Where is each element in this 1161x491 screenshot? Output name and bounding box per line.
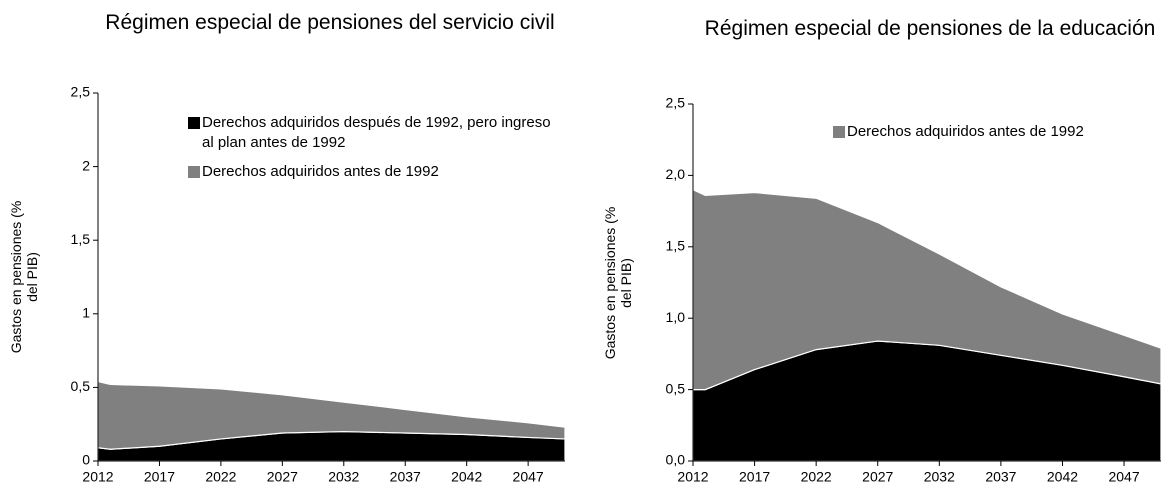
x-tick-label: 2042 (451, 469, 482, 485)
legend-label: Derechos adquiridos después de 1992, per… (202, 114, 551, 151)
y-axis-label: Gastos en pensiones (% del PIB) (8, 200, 40, 354)
y-tick-label: 0,5 (666, 380, 686, 396)
chart-title: Régimen especial de pensiones del servic… (105, 11, 555, 34)
x-tick-label: 2022 (205, 469, 236, 485)
x-tick-label: 2032 (924, 469, 955, 485)
x-tick-label: 2012 (677, 469, 708, 485)
area (97, 380, 566, 450)
legend-swatch (188, 166, 200, 178)
x-tick-label: 2022 (801, 469, 832, 485)
y-axis-label: Gastos en pensiones (% del PIB) (602, 206, 634, 359)
x-tick-label: 2047 (1108, 469, 1139, 485)
y-tick-label: 1,5 (666, 238, 686, 254)
legend-swatch (188, 117, 200, 129)
legend-entry: Derechos adquiridos antes de 1992 (833, 122, 1161, 142)
x-tick-label: 2037 (390, 469, 421, 485)
y-tick-label: 2 (82, 157, 90, 173)
x-tick-label: 2027 (267, 469, 298, 485)
y-tick-label: 1,0 (666, 309, 686, 325)
y-tick-label: 0,5 (71, 378, 91, 394)
y-tick-label: 2,5 (71, 84, 91, 100)
legend-label: Derechos adquiridos antes de 1992 (847, 123, 1084, 140)
legend-label: Derechos adquiridos antes de 1992 (202, 163, 439, 180)
y-tick-label: 1 (82, 305, 90, 321)
y-tick-label: 0,0 (666, 452, 686, 468)
x-tick-label: 2047 (513, 469, 544, 485)
chart-title: Régimen especial de pensiones de la educ… (704, 17, 1156, 40)
x-tick-label: 2017 (144, 469, 175, 485)
y-tick-label: 1,5 (71, 231, 91, 247)
legend-entry: Derechos adquiridos después de 1992, per… (188, 113, 552, 153)
area (692, 188, 1161, 391)
x-tick-label: 2032 (328, 469, 359, 485)
y-tick-label: 2,0 (666, 166, 686, 182)
y-tick-label: 2,5 (666, 95, 686, 111)
legend-entry: Derechos adquiridos antes de 1992 (188, 162, 582, 182)
x-tick-label: 2012 (82, 469, 113, 485)
x-tick-label: 2037 (985, 469, 1016, 485)
y-tick-label: 0 (82, 452, 90, 468)
x-tick-label: 2027 (862, 469, 893, 485)
x-tick-label: 2042 (1047, 469, 1078, 485)
x-tick-label: 2017 (739, 469, 770, 485)
legend-swatch (833, 126, 845, 138)
